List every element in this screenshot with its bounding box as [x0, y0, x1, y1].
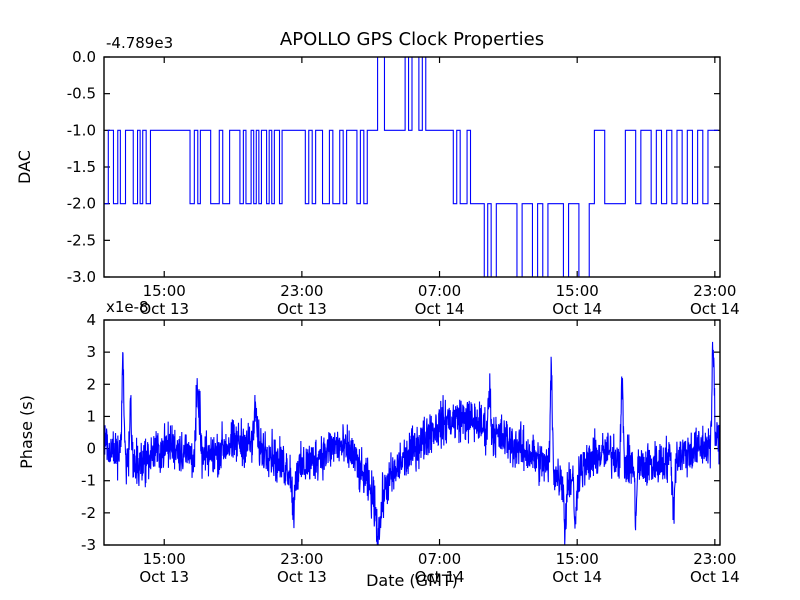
x-tick-label-time: 23:00	[280, 282, 323, 300]
y-tick-label: 2	[86, 375, 96, 393]
y-tick-label: -3	[81, 536, 96, 554]
x-tick-label-date: Oct 13	[139, 568, 189, 586]
phase-axes-frame	[103, 319, 721, 546]
x-tick-label-time: 15:00	[556, 550, 599, 568]
x-tick-label-time: 15:00	[143, 282, 186, 300]
x-tick-label-time: 23:00	[693, 550, 736, 568]
y-tick-label: 1	[86, 407, 96, 425]
x-tick-label-date: Oct 14	[552, 568, 602, 586]
y-tick-label: -1.5	[67, 158, 96, 176]
x-tick-label-time: 15:00	[143, 550, 186, 568]
dac-axes-frame	[103, 56, 721, 278]
x-tick-label-date: Oct 13	[139, 300, 189, 318]
phase-y-offset-text: x1e-8	[106, 298, 149, 316]
phase-x-axis-label: Date (GMT)	[366, 571, 458, 590]
x-tick-label-date: Oct 14	[415, 568, 465, 586]
y-tick-label: 0.0	[72, 48, 96, 66]
x-tick-label-date: Oct 14	[415, 300, 465, 318]
phase-y-axis-label: Phase (s)	[17, 395, 36, 469]
x-tick-label-date: Oct 14	[552, 300, 602, 318]
dac-y-axis-label: DAC	[15, 150, 34, 184]
y-tick-label: -2.0	[67, 195, 96, 213]
y-tick-label: -1	[81, 472, 96, 490]
y-tick-label: 0	[86, 440, 96, 458]
y-tick-label: -1.0	[67, 121, 96, 139]
y-tick-label: 3	[86, 343, 96, 361]
phase-y-tick-labels: 4 3 2 1 0 -1 -2 -3	[81, 311, 96, 554]
x-tick-label-time: 07:00	[418, 282, 461, 300]
y-tick-label: -2.5	[67, 231, 96, 249]
dac-y-offset-text: -4.789e3	[106, 34, 173, 52]
figure-title: APOLLO GPS Clock Properties	[280, 29, 544, 50]
y-tick-label: 4	[86, 311, 96, 329]
dac-y-tick-labels: 0.0 -0.5 -1.0 -1.5 -2.0 -2.5 -3.0	[67, 48, 96, 286]
x-tick-label-date: Oct 13	[277, 300, 327, 318]
x-tick-label-time: 23:00	[280, 550, 323, 568]
x-tick-label-date: Oct 14	[690, 568, 740, 586]
x-tick-label-date: Oct 14	[690, 300, 740, 318]
x-tick-label-time: 07:00	[418, 550, 461, 568]
y-tick-label: -0.5	[67, 85, 96, 103]
phase-data-line	[103, 341, 721, 546]
y-tick-label: -3.0	[67, 268, 96, 286]
x-tick-label-date: Oct 13	[277, 568, 327, 586]
x-tick-label-time: 23:00	[693, 282, 736, 300]
dac-data-line	[104, 56, 719, 278]
y-tick-label: -2	[81, 504, 96, 522]
x-tick-label-time: 15:00	[556, 282, 599, 300]
